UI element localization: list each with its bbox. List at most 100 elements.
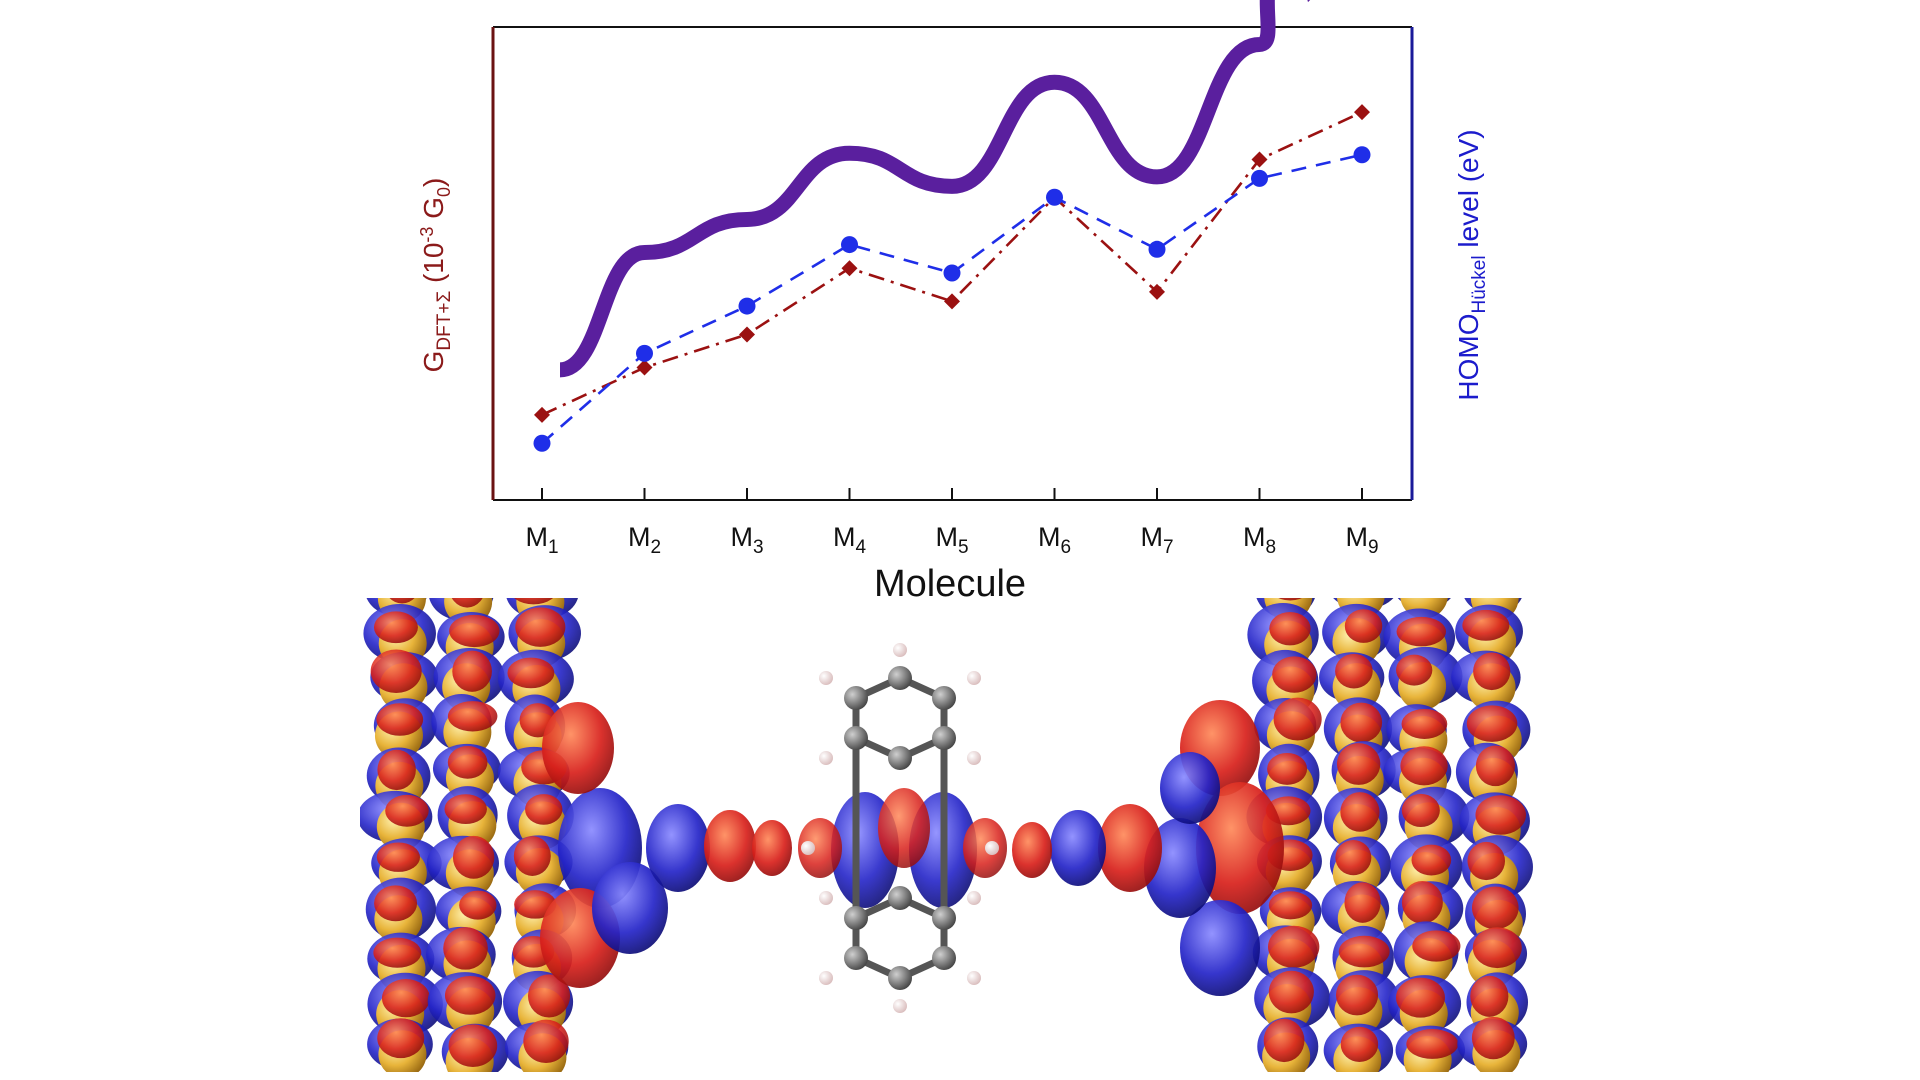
y-axis-right-label: HOMOHückel level (eV) bbox=[1453, 129, 1490, 400]
x-tick-label: M5 bbox=[935, 522, 968, 558]
red-orbital-lobe bbox=[1278, 598, 1302, 601]
x-tick-label: M4 bbox=[833, 522, 867, 558]
hydrogen-atom bbox=[819, 891, 833, 905]
red-orbital-lobe bbox=[1472, 927, 1522, 969]
hydrogen-atom bbox=[985, 841, 999, 855]
x-tick-label: M9 bbox=[1345, 522, 1378, 558]
right-gold-electrode bbox=[1246, 598, 1533, 1072]
red-orbital-lobe bbox=[1473, 652, 1511, 691]
red-orbital-lobe bbox=[514, 598, 554, 605]
red-orbital-lobe bbox=[1344, 609, 1383, 643]
red-orbital-lobe bbox=[1340, 702, 1383, 743]
carbon-atom bbox=[932, 686, 956, 710]
trend-arrow-layer bbox=[558, 0, 1311, 378]
carbon-atom bbox=[932, 726, 956, 750]
series-1-point bbox=[1353, 146, 1371, 164]
junction-orbital-lobe bbox=[1160, 752, 1220, 824]
red-orbital-lobe bbox=[1268, 970, 1314, 1014]
series-1-point bbox=[1251, 169, 1268, 187]
red-orbital-lobe bbox=[376, 842, 421, 872]
carbon-atom bbox=[888, 666, 912, 690]
x-axis-label: Molecule bbox=[874, 563, 1026, 600]
junction-orbital-lobe bbox=[592, 862, 668, 954]
red-orbital-lobe bbox=[1396, 616, 1446, 647]
series-1-point bbox=[1148, 240, 1166, 258]
red-orbital-lobe bbox=[373, 611, 418, 644]
red-orbital-lobe bbox=[447, 746, 488, 779]
series-0-point bbox=[1354, 104, 1370, 121]
red-orbital-lobe bbox=[451, 598, 483, 608]
trend-arrow-shaft bbox=[558, 0, 1276, 378]
hydrogen-atom bbox=[967, 671, 981, 685]
junction-orbital-lobe bbox=[1144, 818, 1216, 918]
carbon-atom bbox=[888, 746, 912, 770]
red-orbital-lobe bbox=[1396, 654, 1433, 686]
red-orbital-lobe bbox=[1406, 1029, 1459, 1059]
junction-orbital-lobe bbox=[542, 702, 614, 794]
series-1-point bbox=[636, 344, 653, 362]
red-orbital-lobe bbox=[1475, 795, 1526, 835]
linker-orbital-lobe bbox=[1098, 804, 1162, 892]
x-tick-label: M3 bbox=[730, 522, 763, 558]
carbon-atom bbox=[888, 886, 912, 910]
red-orbital-lobe bbox=[1338, 935, 1390, 968]
hydrogen-atom bbox=[967, 971, 981, 985]
center-red-lobe bbox=[798, 818, 842, 878]
carbon-atom bbox=[844, 686, 868, 710]
hydrogen-atom bbox=[893, 999, 907, 1013]
center-red-lobe bbox=[878, 788, 930, 868]
red-orbital-lobe bbox=[1335, 840, 1372, 876]
hydrogen-atom bbox=[967, 751, 981, 765]
left-gold-electrode bbox=[360, 598, 581, 1072]
carbon-atom bbox=[844, 726, 868, 750]
red-orbital-lobe bbox=[373, 937, 422, 968]
red-orbital-lobe bbox=[1401, 793, 1440, 828]
red-orbital-lobe bbox=[507, 657, 555, 689]
x-tick-label: M2 bbox=[628, 522, 661, 558]
trend-arrow-head bbox=[1307, 0, 1311, 3]
x-tick-labels: M1 M2 M3 M4 M5 M6 M7 M8 M9 bbox=[525, 522, 1378, 558]
red-orbital-lobe bbox=[447, 701, 498, 732]
linker-orbital-lobe bbox=[646, 804, 710, 892]
series-0-point bbox=[1149, 283, 1165, 300]
hydrogen-atom bbox=[801, 841, 815, 855]
red-orbital-lobe bbox=[1471, 886, 1519, 930]
series-1-point bbox=[738, 297, 756, 315]
series-0-point bbox=[944, 293, 960, 310]
red-orbital-lobe bbox=[1268, 891, 1313, 920]
red-orbital-lobe bbox=[381, 979, 430, 1018]
red-orbital-lobe bbox=[1263, 1018, 1305, 1063]
red-orbital-lobe bbox=[1412, 930, 1461, 962]
red-orbital-lobe bbox=[1344, 882, 1381, 923]
red-orbital-lobe bbox=[1272, 656, 1317, 693]
red-orbital-lobe bbox=[1475, 745, 1516, 787]
red-orbital-lobe bbox=[370, 649, 422, 694]
x-tick-label: M1 bbox=[525, 522, 558, 558]
red-orbital-lobe bbox=[1273, 697, 1322, 741]
red-orbital-lobe bbox=[513, 836, 551, 876]
conductance-homo-chart: M1 M2 M3 M4 M5 M6 M7 M8 M9 Molecule GDFT+Σ (10-3… bbox=[417, 0, 1490, 600]
hydrogen-atom bbox=[819, 971, 833, 985]
molecular-orbital-bridge bbox=[540, 700, 1284, 996]
series-1-point bbox=[841, 236, 858, 254]
series-0-point bbox=[1251, 151, 1268, 168]
series-1-point bbox=[533, 434, 551, 452]
series-layer bbox=[533, 104, 1371, 452]
series-0-line bbox=[541, 110, 1363, 417]
red-orbital-lobe bbox=[444, 794, 487, 824]
red-orbital-lobe bbox=[374, 885, 418, 922]
red-orbital-lobe bbox=[452, 650, 492, 692]
red-orbital-lobe bbox=[1336, 743, 1381, 785]
red-orbital-lobe bbox=[1462, 609, 1510, 641]
x-tick-label: M7 bbox=[1140, 522, 1173, 558]
carbon-atom bbox=[932, 946, 956, 970]
red-orbital-lobe bbox=[527, 974, 571, 1018]
red-orbital-lobe bbox=[1466, 705, 1518, 742]
red-orbital-lobe bbox=[389, 598, 415, 604]
red-orbital-lobe bbox=[385, 794, 429, 827]
linker-orbital-lobe bbox=[752, 820, 792, 876]
red-orbital-lobe bbox=[448, 1024, 498, 1068]
hydrogen-atom bbox=[819, 671, 833, 685]
series-1-point bbox=[943, 264, 961, 282]
linker-orbital-lobe bbox=[1012, 822, 1052, 878]
